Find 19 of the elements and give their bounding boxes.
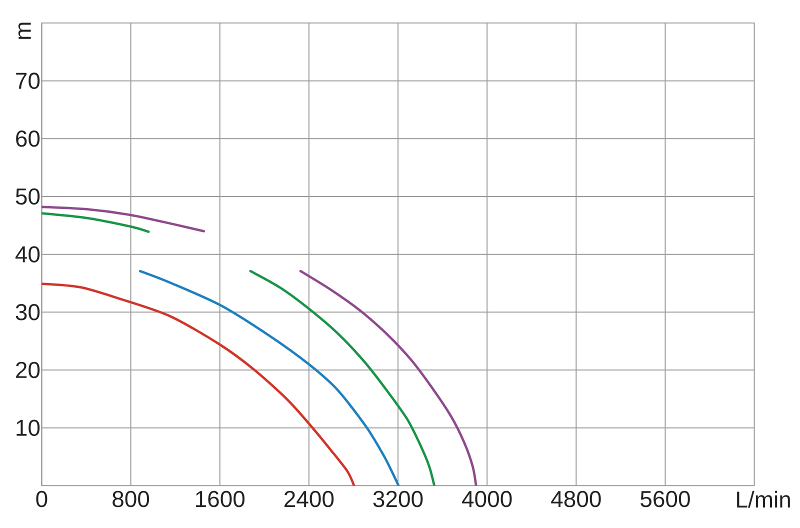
x-axis-title: L/min [737,490,790,508]
x-tick-label: 3200 [373,490,423,508]
y-tick-label: 70 [16,72,40,89]
x-tick-label: 0 [36,490,48,508]
x-tick-label: 5600 [640,490,690,508]
y-tick-label: 10 [16,420,40,436]
line-series [138,270,400,486]
y-tick-label: 60 [16,130,40,147]
x-tick-label: 800 [112,490,150,508]
y-tick-label: 50 [16,188,40,205]
x-tick-label: 1600 [196,490,245,508]
x-tick-label: 4000 [462,490,512,508]
y-tick-label: 20 [16,362,40,378]
y-axis-title: m [18,22,31,39]
y-tick-label: 30 [16,304,40,320]
x-tick-label: 2400 [284,490,334,508]
line-series [42,282,356,486]
x-tick-label: 4800 [551,490,601,508]
y-tick-label: 40 [15,246,40,262]
